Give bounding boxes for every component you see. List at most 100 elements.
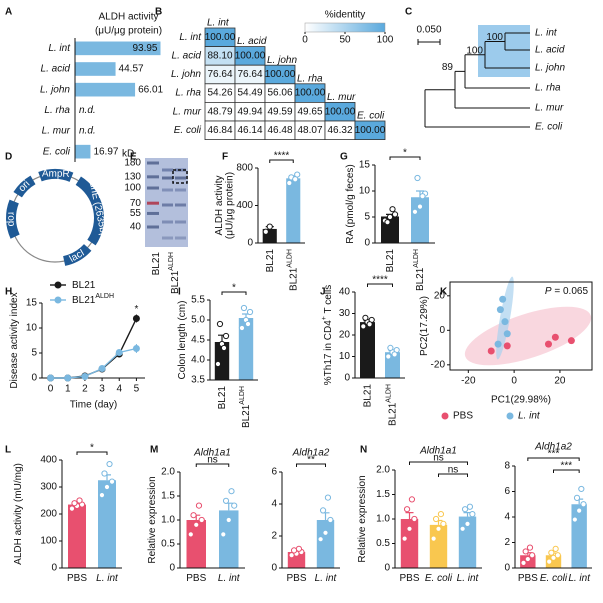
data-point [552,545,559,552]
significance-label: ns [448,465,459,476]
x-tick-label: BL21 [385,249,396,273]
data-point [108,478,116,485]
x-tick-label: L. int [568,573,591,584]
data-point [220,344,228,352]
chart-title: ALDH activity [98,12,158,23]
colorbar-tick-label: 0 [302,35,308,46]
data-point [187,531,194,538]
data-point [362,314,369,321]
bar [75,144,91,159]
x-tick-label: 0 [511,376,517,387]
leaf-label: L. int [535,28,558,39]
data-point [403,506,411,513]
x-tick-label-part: L. int [568,573,591,584]
cell-value: 54.49 [237,88,262,99]
y-tick-label: 10 [339,351,351,362]
cell-value: 48.07 [297,125,322,136]
y-axis-label-part: ALDH activity (mU/mg) [13,463,24,565]
data-point [266,223,273,230]
data-point [214,360,222,368]
ladder-band [147,201,159,205]
protein-band [162,220,173,224]
cell-value: 46.14 [237,125,262,136]
y-tick-label: 800 [236,163,253,174]
value-label: n.d. [79,126,96,137]
x-tick-label: BL21ALDH [239,386,252,428]
cell-value: 100.00 [235,51,266,62]
panel-letter: D [5,152,12,163]
y-tick-label: 0.5 [161,539,175,550]
plasmid-feature [75,176,104,246]
y-tick-label: -20 [431,359,446,370]
protein-band [175,236,186,240]
significance-label: * [232,283,236,294]
y-tick-label: 1.0 [161,515,175,526]
data-point [322,529,329,536]
data-point [437,510,445,518]
y-tick-label: 3.5 [191,375,205,386]
data-point [501,318,509,326]
legend-marker [506,412,514,420]
y-tick-label: 10 [26,323,38,334]
cell-value: 48.79 [207,106,232,117]
legend-label: PBS [453,411,473,422]
data-point [193,521,200,528]
y-tick-label: 0 [169,563,175,574]
data-point [548,549,555,556]
x-tick-label: -20 [461,376,476,387]
series-marker [81,373,89,380]
y-axis-label: Colon length (cm) [177,301,188,380]
panel-letter: J [320,287,326,298]
column-label: E. coli [357,111,385,122]
y-tick-label: 40 [339,287,351,298]
x-tick-label-part: BL21 [217,386,228,410]
data-point [195,502,203,509]
panel-letter: M [150,445,158,456]
x-tick-label-part: E. coli [425,573,453,584]
panel-letter: H [5,287,12,298]
protein-band [162,203,173,207]
column-label: L. int [207,18,230,29]
row-label: L. rha [175,88,201,99]
ladder-band [147,186,159,190]
x-tick-label-part: L. int [315,573,338,584]
data-point [503,342,511,350]
significance-bracket [527,457,580,461]
highlight-box [172,169,188,184]
cell-value: 49.65 [297,106,322,117]
subplot-title: Aldh1a1 [193,448,231,459]
leaf-label: L. john [535,63,565,74]
data-point [228,488,235,495]
significance-label: * [134,304,138,315]
feature-label: rop [5,212,16,227]
y-tick-label: 0 [344,373,350,384]
x-tick-label: 20 [554,376,566,387]
x-tick-label-part: BL21 [241,404,252,428]
leaf-label: L. mur [535,103,564,114]
data-point [238,324,246,332]
significance-label: ns [433,453,444,464]
gel-unit: kD [122,149,134,160]
marker-label: 130 [124,171,141,182]
y-tick-label: 400 [40,455,57,466]
data-point [487,347,495,355]
data-point [68,505,76,512]
x-tick-label: E. coli [540,573,568,584]
y-tick-label: 6 [271,467,277,478]
y-tick-label: 30 [339,308,351,319]
y-tick-label: 4 [504,512,510,523]
row-label: L. int [179,32,202,43]
x-tick-label-part: BL21 [387,402,398,426]
protein-band [175,176,186,180]
matrix-cell [354,120,386,141]
y-tick-label: 15 [359,160,371,171]
data-point [246,308,254,316]
legend-label-part: ALDH [95,293,114,300]
bar [286,178,301,243]
x-tick-label-part: L. int [218,573,241,584]
x-tick-label: L. int [218,573,241,584]
y-tick-label: L. acid [41,64,71,75]
significance-label: **** [274,151,290,162]
lane-label-part: BL21 [170,270,181,294]
